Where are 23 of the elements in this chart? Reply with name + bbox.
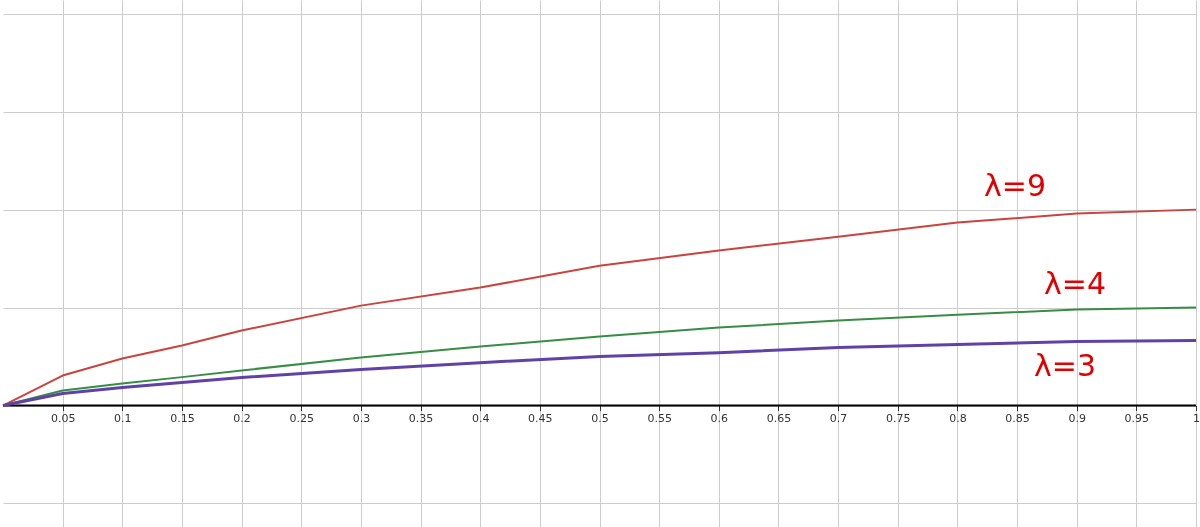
- x-tick-label: 0.9: [1068, 412, 1086, 426]
- x-tick-label: 0.2: [233, 412, 251, 426]
- x-tick-label: 0.75: [886, 412, 911, 426]
- x-tick-label: 0.8: [949, 412, 967, 426]
- x-tick-label: 1: [1193, 412, 1200, 426]
- series-label: λ=3: [1034, 348, 1096, 384]
- x-tick-label: 0.1: [114, 412, 132, 426]
- series-label: λ=4: [1044, 265, 1106, 301]
- x-tick-label: 0.95: [1124, 412, 1150, 426]
- series-label: λ=9: [984, 167, 1046, 203]
- x-tick-label: 0.85: [1005, 412, 1030, 426]
- x-tick-label: 0.6: [710, 412, 729, 426]
- x-tick-label: 0.15: [170, 412, 195, 426]
- x-tick-label: 0.05: [50, 412, 76, 426]
- x-tick-label: 0.45: [528, 412, 553, 426]
- x-tick-label: 0.5: [591, 412, 609, 426]
- x-tick-label: 0.65: [766, 412, 792, 426]
- x-tick-label: 0.7: [829, 412, 848, 426]
- x-tick-label: 0.3: [352, 412, 371, 426]
- x-tick-label: 0.55: [647, 412, 672, 426]
- x-tick-label: 0.4: [471, 412, 490, 426]
- x-tick-label: 0.35: [408, 412, 434, 426]
- x-tick-label: 0.25: [289, 412, 314, 426]
